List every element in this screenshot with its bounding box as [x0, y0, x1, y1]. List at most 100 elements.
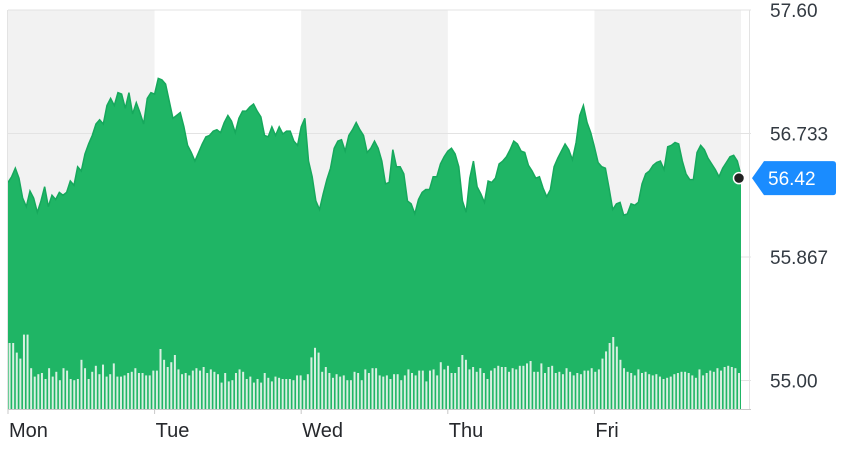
- volume-bar: [375, 368, 378, 409]
- volume-bar: [137, 373, 140, 409]
- volume-bar: [94, 365, 97, 409]
- volume-bar: [112, 363, 115, 409]
- volume-bar: [123, 375, 126, 409]
- price-area: [8, 78, 741, 410]
- volume-bar: [331, 377, 334, 409]
- volume-bar: [450, 373, 453, 409]
- volume-bar: [245, 379, 248, 409]
- volume-bar: [615, 346, 618, 409]
- volume-bar: [558, 371, 561, 409]
- volume-bar: [493, 368, 496, 409]
- volume-bar: [69, 379, 72, 409]
- y-tick-label: 55.00: [770, 372, 818, 393]
- volume-bar: [249, 376, 252, 409]
- volume-bar: [572, 375, 575, 409]
- volume-bar: [80, 359, 83, 409]
- volume-bar: [547, 367, 550, 409]
- price-line: [7, 77, 742, 217]
- x-axis-ticks: Mon Tue Wed Thu Fri: [7, 409, 619, 442]
- volume-bar: [278, 377, 281, 409]
- volume-bar: [443, 369, 446, 409]
- volume-bar: [432, 369, 435, 409]
- x-tick-label: Mon: [9, 420, 48, 442]
- volume-bar: [33, 376, 36, 409]
- volume-bar: [702, 375, 705, 409]
- volume-bar: [170, 362, 173, 409]
- volume-bar: [712, 371, 715, 409]
- volume-bar: [684, 371, 687, 409]
- volume-bar: [738, 373, 740, 409]
- volume-bar: [561, 374, 564, 409]
- volume-bar: [655, 374, 658, 409]
- volume-bar: [504, 367, 507, 409]
- volume-bar: [30, 368, 33, 409]
- volume-bar: [213, 371, 216, 409]
- volume-bar: [720, 370, 723, 409]
- volume-bar: [26, 334, 29, 409]
- volume-bar: [583, 370, 586, 409]
- volume-bar: [328, 373, 331, 409]
- volume-bar: [119, 376, 122, 409]
- volume-bar: [619, 359, 622, 409]
- current-price-label: 56.42: [768, 169, 816, 190]
- volume-bar: [270, 381, 273, 409]
- volume-bar: [446, 365, 449, 409]
- axes: [7, 10, 751, 410]
- volume-bar: [676, 373, 679, 409]
- volume-bar: [511, 368, 514, 409]
- volume-bar: [569, 371, 572, 409]
- volume-bar: [662, 379, 665, 409]
- volume-bar: [285, 379, 288, 409]
- volume-bars: [8, 334, 740, 409]
- volume-bar: [267, 377, 270, 409]
- volume-bar: [116, 376, 119, 409]
- volume-bar: [666, 377, 669, 409]
- volume-bar: [382, 376, 385, 409]
- volume-bar: [310, 357, 313, 409]
- volume-bar: [723, 367, 726, 409]
- volume-bar: [55, 371, 58, 409]
- volume-bar: [457, 367, 460, 409]
- volume-bar: [353, 371, 356, 409]
- volume-bar: [605, 351, 608, 409]
- last-price-marker: [732, 171, 746, 185]
- volume-bar: [141, 373, 144, 409]
- volume-bar: [134, 368, 137, 409]
- volume-bar: [658, 376, 661, 409]
- volume-bar: [303, 380, 306, 409]
- volume-bar: [637, 369, 640, 409]
- y-axis-ticks: 57.60 56.733 55.867 55.00: [770, 1, 828, 393]
- y-tick-label: 57.60: [770, 1, 818, 22]
- volume-bar: [486, 379, 489, 409]
- volume-bar: [554, 373, 557, 409]
- volume-bar: [540, 363, 543, 409]
- volume-bar: [648, 374, 651, 409]
- volume-bar: [62, 368, 65, 409]
- volume-bar: [389, 379, 392, 409]
- volume-bar: [206, 373, 209, 409]
- volume-bar: [357, 373, 360, 409]
- volume-bar: [314, 347, 317, 409]
- volume-bar: [299, 375, 302, 409]
- volume-bar: [224, 373, 227, 409]
- volume-bar: [44, 379, 47, 409]
- volume-bar: [490, 370, 493, 409]
- volume-bar: [705, 373, 708, 409]
- volume-bar: [191, 370, 194, 409]
- volume-bar: [594, 371, 597, 409]
- volume-bar: [91, 371, 94, 409]
- volume-bar: [716, 368, 719, 409]
- volume-bar: [346, 380, 349, 409]
- volume-bar: [281, 379, 284, 409]
- volume-bar: [263, 373, 266, 409]
- volume-bar: [533, 371, 536, 409]
- volume-bar: [439, 362, 442, 409]
- volume-bar: [163, 359, 166, 409]
- volume-bar: [148, 375, 151, 409]
- volume-bar: [597, 369, 600, 409]
- volume-bar: [529, 361, 532, 409]
- volume-bar: [231, 380, 234, 409]
- volume-bar: [497, 365, 500, 409]
- volume-bar: [87, 379, 90, 409]
